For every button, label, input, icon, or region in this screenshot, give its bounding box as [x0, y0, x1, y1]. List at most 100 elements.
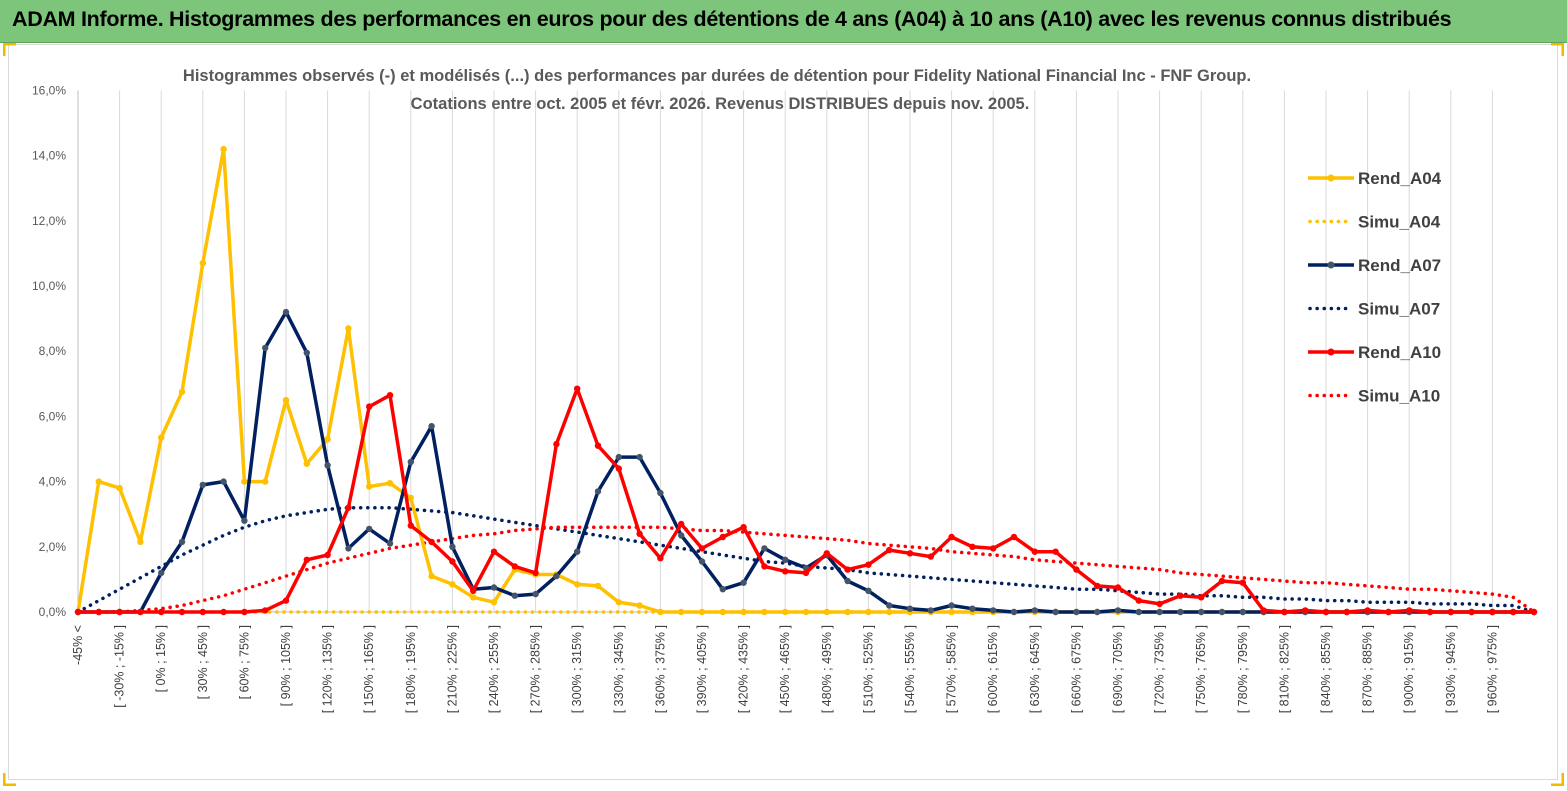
data-point-rend_a10 — [906, 550, 914, 557]
x-tick-label: [ 780% ; 795% ] — [1236, 625, 1250, 713]
y-tick-label: 4,0% — [39, 475, 67, 489]
x-tick-label: [ 150% ; 165% ] — [362, 625, 376, 713]
data-point-rend_a10 — [823, 550, 830, 557]
data-point-rend_a04 — [158, 434, 165, 441]
data-point-rend_a10 — [345, 504, 352, 511]
data-point-rend_a10 — [802, 569, 810, 577]
x-tick-label: [ 210% ; 225% ] — [445, 625, 459, 713]
data-point-rend_a10 — [886, 546, 893, 554]
data-point-rend_a07 — [1073, 608, 1080, 616]
y-tick-label: 8,0% — [39, 344, 67, 358]
data-point-rend_a04 — [886, 608, 893, 616]
data-point-rend_a10 — [324, 551, 331, 559]
data-point-rend_a10 — [678, 520, 685, 528]
data-point-rend_a10 — [990, 545, 997, 552]
x-axis: -45% < [ -30% ; -15% ] [ 0% ; 15% ] [ 30% ;… — [71, 611, 1534, 713]
x-tick-label: [ 570% ; 585% ] — [945, 625, 959, 713]
data-point-rend_a07 — [782, 556, 789, 563]
data-point-rend_a07 — [761, 545, 768, 552]
data-point-rend_a10 — [844, 566, 851, 573]
x-tick-label: [ -30% ; -15% ] — [113, 625, 127, 708]
data-point-rend_a10 — [719, 533, 726, 541]
data-point-rend_a04 — [865, 608, 872, 616]
data-point-rend_a07 — [906, 605, 914, 612]
data-point-rend_a04 — [199, 260, 206, 267]
x-tick-label: -45% < — [71, 625, 85, 665]
data-point-rend_a07 — [1094, 608, 1101, 616]
data-point-rend_a04 — [719, 608, 726, 616]
x-tick-label: [ 840% ; 855% ] — [1319, 625, 1333, 713]
data-point-rend_a07 — [1177, 608, 1184, 616]
data-point-rend_a07 — [886, 602, 893, 609]
data-point-rend_a04 — [137, 538, 144, 546]
data-point-rend_a07 — [969, 605, 976, 612]
data-point-rend_a10 — [1364, 607, 1371, 614]
data-point-rend_a04 — [948, 608, 955, 616]
data-point-rend_a10 — [158, 608, 165, 616]
legend-marker — [1327, 261, 1335, 269]
x-tick-label: [ 960% ; 975% ] — [1485, 625, 1499, 713]
frame-corner-bottom-left — [3, 773, 16, 786]
data-point-rend_a10 — [1010, 533, 1018, 541]
data-point-rend_a10 — [636, 530, 643, 537]
data-point-rend_a10 — [532, 569, 539, 577]
legend-label: Simu_A07 — [1358, 300, 1440, 319]
data-point-rend_a10 — [137, 608, 144, 616]
data-point-rend_a04 — [594, 582, 602, 590]
legend-label: Rend_A04 — [1358, 169, 1442, 188]
data-point-rend_a04 — [220, 145, 227, 153]
data-point-rend_a04 — [95, 478, 103, 485]
data-point-rend_a10 — [927, 553, 934, 560]
x-tick-label: [ 720% ; 735% ] — [1153, 625, 1167, 713]
data-point-rend_a10 — [1510, 608, 1517, 616]
legend: Rend_A04 Simu_A04 Rend_A07 Simu_A07 Rend_A10… — [1308, 169, 1442, 406]
data-point-rend_a07 — [948, 602, 955, 609]
y-tick-label: 2,0% — [39, 540, 67, 554]
legend-marker — [1327, 348, 1335, 356]
x-tick-label: [ 510% ; 525% ] — [861, 625, 875, 713]
data-point-rend_a10 — [1302, 607, 1309, 614]
y-axis: 0,0% 2,0% 4,0% 6,0% 8,0% 10,0% 12,0% 14,0% 16,0% — [32, 83, 79, 619]
x-tick-label: [ 540% ; 555% ] — [903, 625, 917, 713]
data-point-rend_a10 — [1198, 594, 1205, 601]
data-point-rend_a07 — [324, 462, 331, 469]
data-point-rend_a10 — [282, 597, 290, 604]
series-line-simu_a10 — [76, 525, 1536, 614]
data-point-rend_a07 — [449, 543, 456, 550]
chart-frame — [8, 44, 1558, 780]
x-tick-label: [ 90% ; 105% ] — [279, 625, 293, 706]
data-point-rend_a10 — [220, 608, 227, 616]
data-point-rend_a10 — [1343, 608, 1351, 616]
data-point-rend_a10 — [657, 555, 664, 562]
data-point-rend_a10 — [1489, 608, 1496, 616]
x-tick-label: [ 30% ; 45% ] — [196, 625, 210, 699]
data-point-rend_a10 — [761, 563, 768, 570]
report-title: ADAM Informe. Histogrammes des performan… — [12, 7, 1452, 31]
data-point-rend_a04 — [428, 572, 435, 580]
data-point-rend_a10 — [1031, 548, 1039, 555]
data-point-rend_a07 — [698, 558, 706, 565]
data-point-rend_a07 — [282, 308, 290, 316]
x-tick-label: [ 60% ; 75% ] — [237, 625, 251, 699]
data-point-rend_a07 — [1010, 608, 1018, 616]
data-point-rend_a10 — [1156, 600, 1163, 608]
x-tick-label: [ 360% ; 375% ] — [653, 625, 667, 713]
series-line-simu_a07 — [76, 505, 1536, 614]
x-tick-label: [ 0% ; 15% ] — [154, 625, 168, 692]
data-point-rend_a07 — [594, 488, 602, 495]
x-tick-label: [ 480% ; 495% ] — [820, 625, 834, 713]
data-point-rend_a10 — [1468, 608, 1475, 616]
data-point-rend_a07 — [1156, 608, 1163, 616]
y-tick-label: 16,0% — [32, 83, 66, 97]
y-tick-label: 6,0% — [39, 409, 67, 423]
data-point-rend_a07 — [1114, 607, 1122, 614]
plot-area — [74, 145, 1538, 616]
data-point-rend_a07 — [220, 478, 227, 485]
data-point-rend_a10 — [553, 440, 560, 448]
frame-corner-top-right — [1551, 43, 1564, 56]
data-point-rend_a10 — [366, 403, 373, 410]
data-point-rend_a10 — [1073, 566, 1080, 573]
data-point-rend_a07 — [740, 579, 747, 586]
x-tick-label: [ 810% ; 825% ] — [1277, 625, 1291, 713]
